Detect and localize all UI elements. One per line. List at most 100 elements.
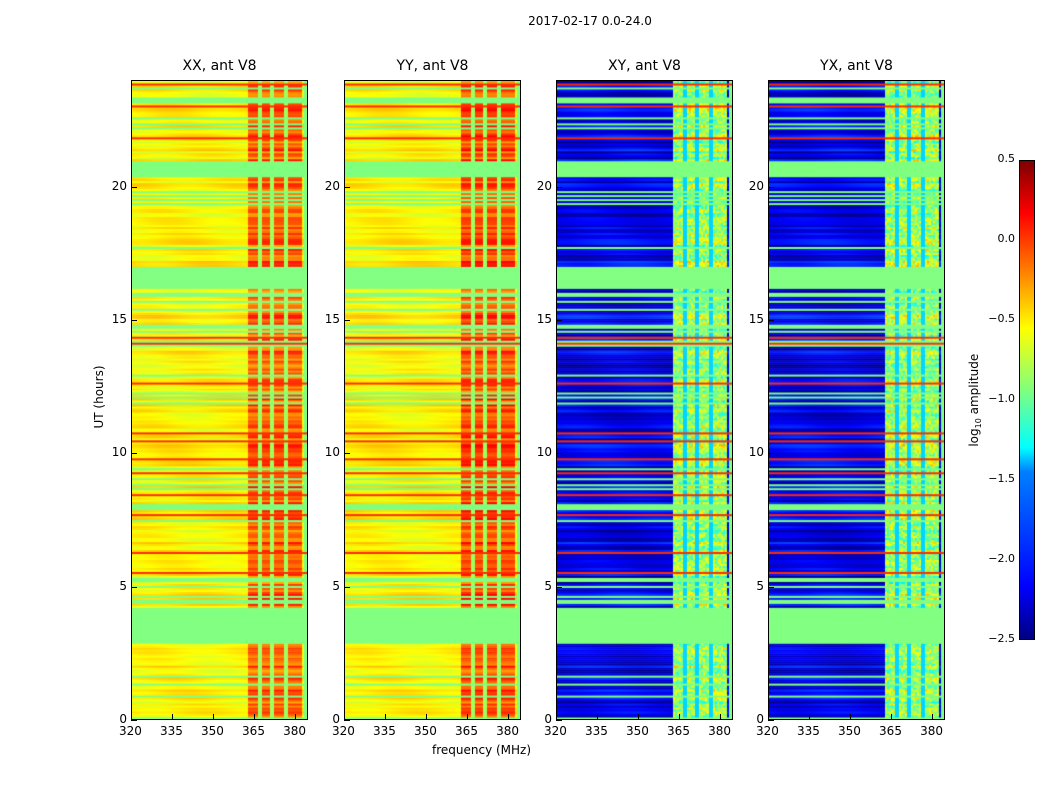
x-tick-mark — [426, 714, 428, 720]
x-tick-mark — [385, 714, 387, 720]
y-tick-label: 15 — [111, 312, 127, 326]
colorbar-tick-label: −2.5 — [988, 632, 1015, 645]
x-tick-mark — [295, 714, 297, 720]
y-tick-label: 15 — [324, 312, 340, 326]
x-tick-label: 350 — [414, 724, 437, 738]
colorbar-tick-label: −1.5 — [988, 472, 1015, 485]
x-tick-label: 380 — [283, 724, 306, 738]
y-tick-mark — [131, 186, 137, 188]
panel-title: XX, ant V8 — [182, 58, 257, 74]
x-tick-label: 380 — [496, 724, 519, 738]
x-tick-mark — [768, 714, 769, 720]
y-tick-mark — [556, 586, 562, 588]
x-tick-mark — [932, 714, 934, 720]
y-tick-label: 0 — [332, 712, 340, 726]
y-tick-mark — [556, 320, 562, 321]
x-tick-label: 320 — [544, 724, 567, 738]
y-tick-label: 10 — [748, 445, 764, 460]
x-tick-label: 365 — [242, 724, 265, 738]
colorbar-tick-label: −2.0 — [988, 552, 1015, 565]
heatmap-panel-1 — [344, 80, 521, 720]
x-tick-label: 335 — [373, 724, 396, 738]
y-tick-mark — [131, 320, 137, 321]
y-tick-label: 20 — [111, 178, 127, 193]
x-tick-label: 320 — [119, 724, 142, 738]
y-tick-mark — [768, 320, 774, 321]
y-tick-mark — [556, 453, 562, 455]
x-tick-label: 365 — [879, 724, 902, 738]
x-tick-mark — [508, 714, 510, 720]
y-tick-label: 5 — [756, 578, 764, 593]
colorbar-label-sub: 10 — [974, 418, 984, 429]
x-tick-label: 350 — [838, 724, 861, 738]
y-tick-mark — [131, 586, 137, 588]
x-tick-mark — [467, 714, 469, 720]
figure-title: 2017-02-17 0.0-24.0 — [528, 14, 652, 28]
x-tick-label: 350 — [626, 724, 649, 738]
heatmap-image — [557, 81, 732, 719]
y-tick-label: 0 — [119, 712, 127, 726]
y-tick-mark — [131, 720, 137, 721]
x-tick-label: 380 — [920, 724, 943, 738]
colorbar-label-rest: amplitude — [966, 353, 981, 419]
x-tick-mark — [556, 714, 557, 720]
y-tick-label: 10 — [111, 445, 127, 460]
y-tick-label: 15 — [536, 312, 552, 326]
heatmap-image — [132, 81, 307, 719]
x-tick-mark — [679, 714, 681, 720]
x-tick-label: 320 — [332, 724, 355, 738]
y-tick-label: 5 — [332, 578, 340, 593]
x-tick-mark — [891, 714, 893, 720]
heatmap-image — [345, 81, 520, 719]
y-tick-mark — [131, 453, 137, 455]
x-tick-mark — [720, 714, 722, 720]
x-tick-mark — [638, 714, 640, 720]
y-tick-mark — [344, 186, 350, 188]
x-tick-label: 365 — [667, 724, 690, 738]
y-tick-mark — [344, 720, 350, 721]
heatmap-panel-3 — [768, 80, 945, 720]
x-tick-mark — [597, 714, 599, 720]
x-tick-label: 350 — [201, 724, 224, 738]
y-tick-label: 5 — [544, 578, 552, 593]
x-axis-label: frequency (MHz) — [432, 743, 532, 757]
y-tick-label: 10 — [324, 445, 340, 460]
colorbar-tick-label: 0.0 — [997, 232, 1016, 245]
colorbar — [1019, 160, 1035, 640]
y-tick-mark — [344, 320, 350, 321]
x-tick-mark — [254, 714, 256, 720]
heatmap-panel-2 — [556, 80, 733, 720]
y-axis-label: UT (hours) — [92, 365, 106, 429]
y-tick-label: 0 — [544, 712, 552, 726]
y-tick-mark — [556, 720, 562, 721]
x-tick-label: 380 — [708, 724, 731, 738]
x-tick-mark — [850, 714, 852, 720]
x-tick-label: 335 — [160, 724, 183, 738]
y-tick-label: 20 — [748, 178, 764, 193]
x-tick-mark — [213, 714, 215, 720]
y-tick-label: 20 — [536, 178, 552, 193]
x-tick-label: 335 — [585, 724, 608, 738]
colorbar-tick-label: −1.0 — [988, 392, 1015, 405]
x-tick-mark — [344, 714, 345, 720]
y-tick-label: 20 — [324, 178, 340, 193]
colorbar-label-log: log — [966, 428, 981, 447]
heatmap-image — [769, 81, 944, 719]
y-tick-mark — [768, 720, 774, 721]
y-tick-mark — [768, 586, 774, 588]
y-tick-label: 10 — [536, 445, 552, 460]
y-tick-label: 15 — [748, 312, 764, 326]
y-tick-mark — [768, 453, 774, 455]
panel-title: YX, ant V8 — [820, 58, 893, 74]
x-tick-label: 365 — [455, 724, 478, 738]
x-tick-label: 320 — [756, 724, 779, 738]
panel-title: YY, ant V8 — [396, 58, 469, 74]
x-tick-mark — [131, 714, 132, 720]
x-tick-mark — [172, 714, 174, 720]
x-tick-label: 335 — [797, 724, 820, 738]
y-tick-mark — [344, 586, 350, 588]
panel-title: XY, ant V8 — [608, 58, 681, 74]
y-tick-label: 0 — [756, 712, 764, 726]
y-tick-mark — [556, 186, 562, 188]
